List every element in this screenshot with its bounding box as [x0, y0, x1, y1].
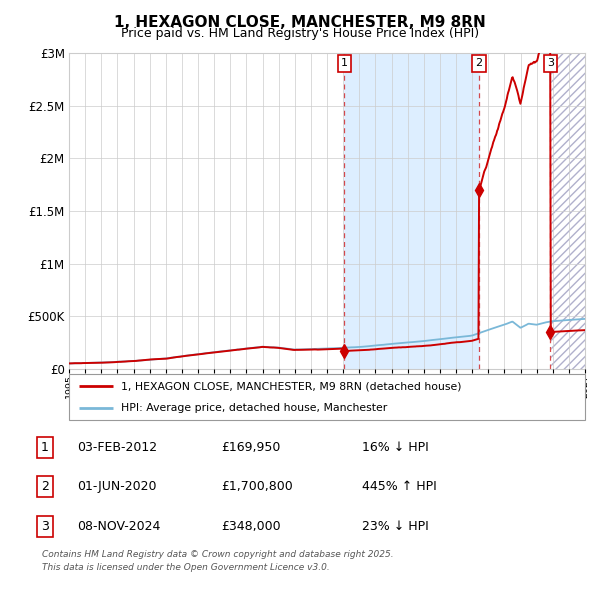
Text: £348,000: £348,000 [221, 520, 281, 533]
Text: Contains HM Land Registry data © Crown copyright and database right 2025.: Contains HM Land Registry data © Crown c… [42, 550, 394, 559]
Text: HPI: Average price, detached house, Manchester: HPI: Average price, detached house, Manc… [121, 403, 387, 413]
Text: 01-JUN-2020: 01-JUN-2020 [77, 480, 157, 493]
Bar [344, 53, 479, 369]
Text: 03-FEB-2012: 03-FEB-2012 [77, 441, 158, 454]
FancyBboxPatch shape [69, 374, 585, 420]
Text: 3: 3 [547, 58, 554, 68]
Bar [550, 53, 585, 369]
Text: £1,700,800: £1,700,800 [221, 480, 293, 493]
Text: 2: 2 [41, 480, 49, 493]
Text: 1, HEXAGON CLOSE, MANCHESTER, M9 8RN (detached house): 1, HEXAGON CLOSE, MANCHESTER, M9 8RN (de… [121, 381, 461, 391]
Text: 23% ↓ HPI: 23% ↓ HPI [362, 520, 429, 533]
Text: 1: 1 [41, 441, 49, 454]
Bar [479, 53, 550, 369]
Text: 3: 3 [41, 520, 49, 533]
Text: 1: 1 [341, 58, 348, 68]
Text: 1, HEXAGON CLOSE, MANCHESTER, M9 8RN: 1, HEXAGON CLOSE, MANCHESTER, M9 8RN [114, 15, 486, 30]
Text: 16% ↓ HPI: 16% ↓ HPI [362, 441, 429, 454]
Text: 2: 2 [475, 58, 482, 68]
Bar [550, 53, 585, 369]
Bar [69, 53, 344, 369]
Text: Price paid vs. HM Land Registry's House Price Index (HPI): Price paid vs. HM Land Registry's House … [121, 27, 479, 40]
Text: 08-NOV-2024: 08-NOV-2024 [77, 520, 161, 533]
Bar [344, 53, 479, 369]
Text: 445% ↑ HPI: 445% ↑ HPI [362, 480, 437, 493]
Text: This data is licensed under the Open Government Licence v3.0.: This data is licensed under the Open Gov… [42, 563, 330, 572]
Text: £169,950: £169,950 [221, 441, 281, 454]
